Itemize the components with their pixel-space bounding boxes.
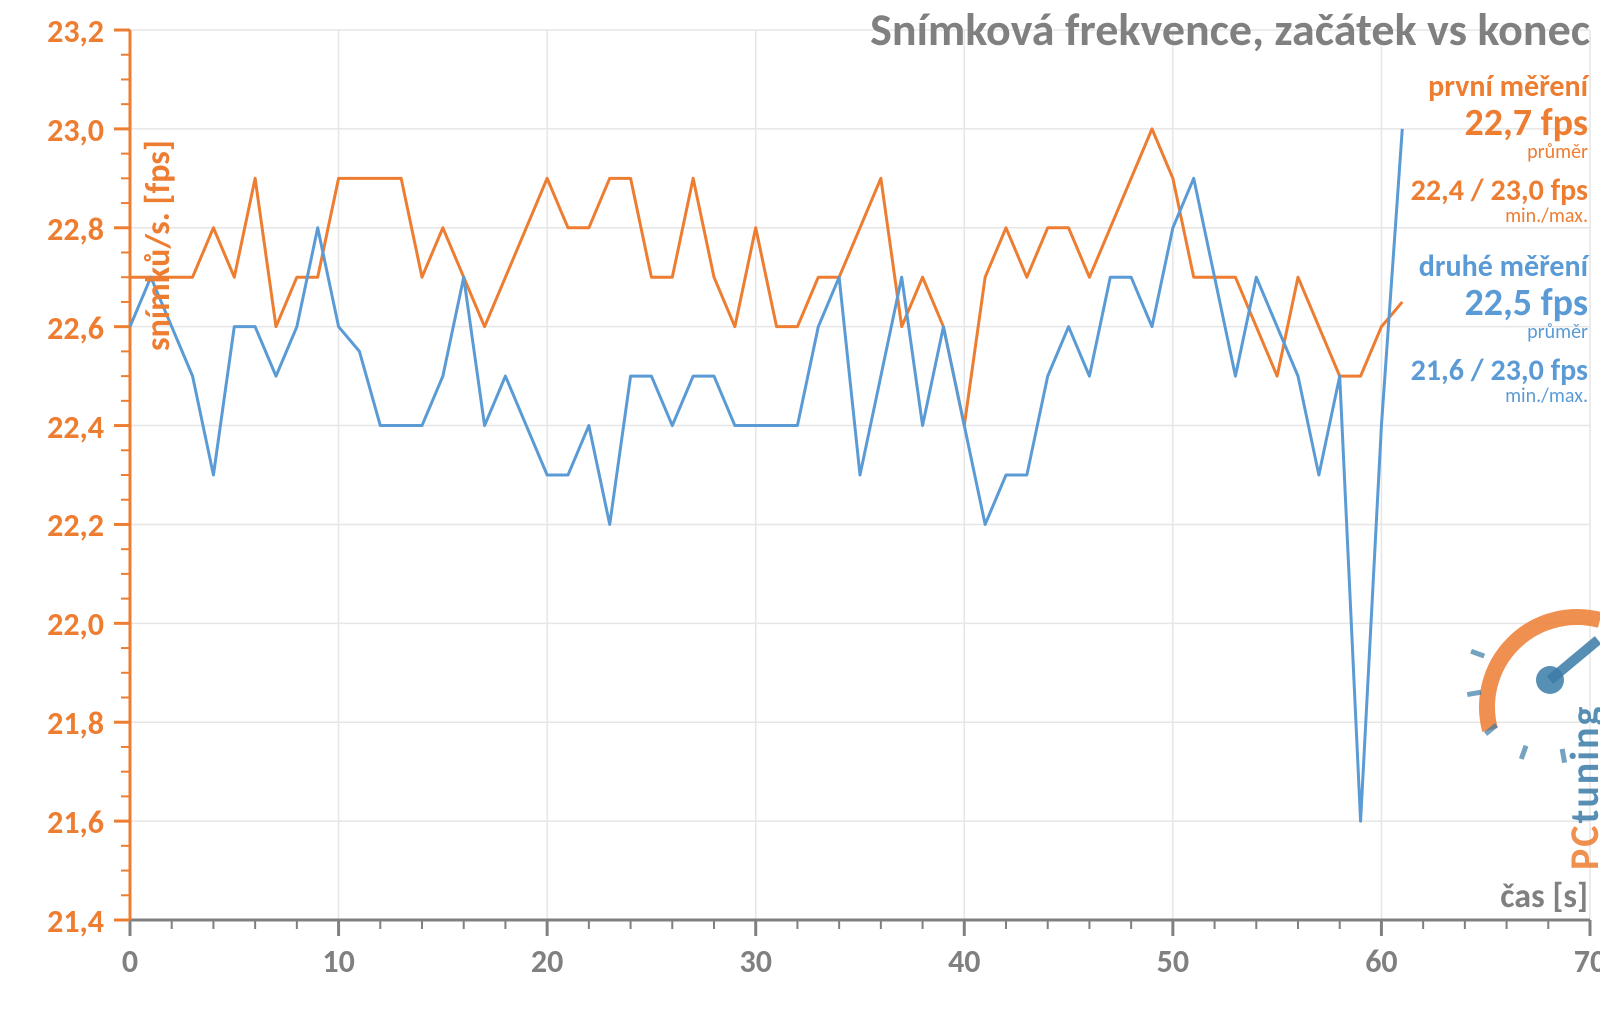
- series1-range-sub: min./max.: [1505, 204, 1588, 228]
- x-tick-label: 60: [1341, 942, 1421, 981]
- y-tick-label: 22,4: [0, 408, 104, 447]
- chart-svg: [0, 0, 1600, 1015]
- chart-title: Snímková frekvence, začátek vs konec: [870, 2, 1590, 58]
- chart-container: Snímková frekvence, začátek vs konec sní…: [0, 0, 1600, 1015]
- x-tick-label: 0: [90, 942, 170, 981]
- series1-avg-sub: průměr: [1527, 140, 1588, 164]
- logo-tuning: tuning: [1560, 704, 1600, 823]
- logo-pc: PC: [1560, 824, 1600, 870]
- x-tick-label: 30: [716, 942, 796, 981]
- x-tick-label: 50: [1133, 942, 1213, 981]
- y-axis-label: snímků/s. [fps]: [138, 140, 179, 351]
- y-tick-label: 21,6: [0, 803, 104, 842]
- series-line-2: [130, 129, 1402, 821]
- series2-range-sub: min./max.: [1505, 384, 1588, 408]
- x-axis-label: čas [s]: [1500, 876, 1588, 917]
- y-tick-label: 22,2: [0, 506, 104, 545]
- y-tick-label: 23,2: [0, 12, 104, 51]
- x-tick-label: 40: [924, 942, 1004, 981]
- x-tick-label: 10: [299, 942, 379, 981]
- y-tick-label: 22,6: [0, 309, 104, 348]
- y-tick-label: 21,4: [0, 902, 104, 941]
- series2-avg-sub: průměr: [1527, 320, 1588, 344]
- series-line-1: [130, 129, 1402, 426]
- logo-text: PCtuning: [1560, 704, 1600, 870]
- x-tick-label: 20: [507, 942, 587, 981]
- x-tick-label: 70: [1550, 942, 1600, 981]
- y-tick-label: 23,0: [0, 111, 104, 150]
- y-tick-label: 21,8: [0, 704, 104, 743]
- y-tick-label: 22,0: [0, 605, 104, 644]
- y-tick-label: 22,8: [0, 210, 104, 249]
